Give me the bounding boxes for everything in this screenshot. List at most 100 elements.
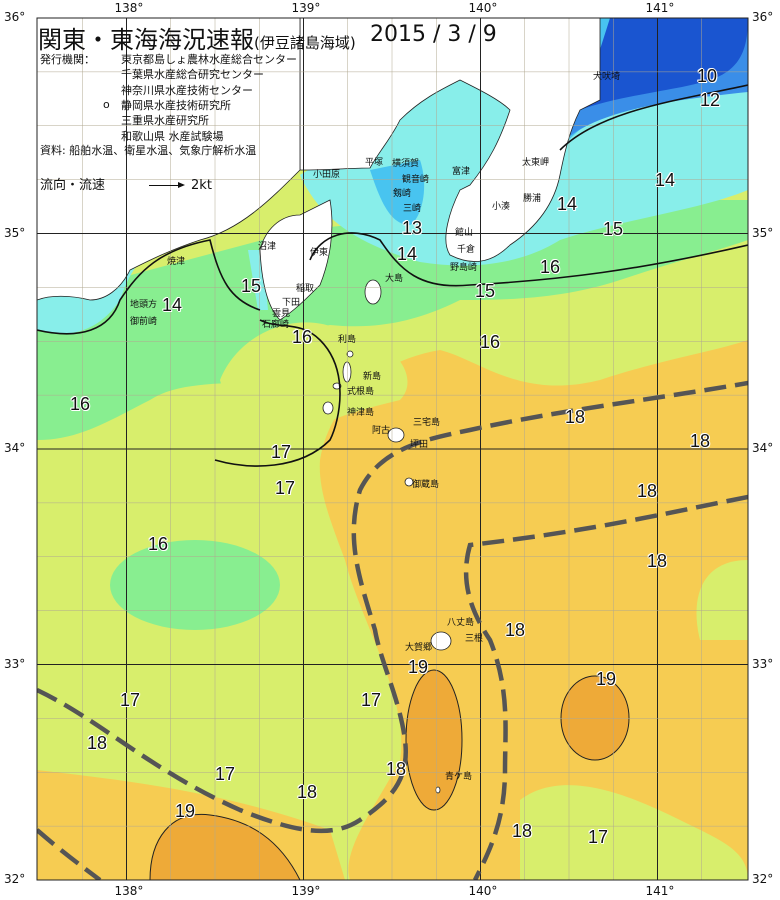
zone-19-southwest — [149, 813, 301, 880]
isotherm-label: 15 — [475, 281, 496, 301]
isotherm-label: 18 — [512, 821, 533, 841]
isotherm-label: 16 — [148, 534, 169, 554]
place-name: 坪田 — [410, 440, 429, 450]
place-name: 三崎 — [403, 204, 422, 214]
place-name: 大賀郷 — [405, 643, 433, 653]
land-shizuoka — [37, 18, 301, 301]
place-name: 剱崎 — [393, 189, 412, 199]
place-name: 勝浦 — [523, 194, 542, 204]
issuer: 神奈川県水産技術センター — [121, 83, 253, 97]
latitude-tick-right: 33° — [752, 656, 774, 671]
place-name: 石廊崎 — [262, 320, 290, 330]
isotherm-label: 17 — [588, 827, 609, 847]
island-aogashima — [435, 786, 441, 794]
issuer: 東京都島しょ農林水産総合センター — [121, 53, 297, 66]
data-sources: 資料: 船舶水温、衛星水温、気象庁解析水温 — [40, 144, 257, 157]
place-name: 御蔵島 — [412, 480, 440, 490]
place-name: 阿古 — [372, 426, 391, 436]
island-hachijojima — [430, 631, 452, 651]
isotherm-label: 13 — [402, 218, 423, 238]
isotherm-label: 15 — [241, 276, 262, 296]
issuer-marker: o — [103, 98, 110, 111]
isotherm-label: 10 — [697, 66, 718, 86]
isotherm-label: 18 — [87, 733, 108, 753]
isotherm-label: 19 — [408, 657, 429, 677]
place-name: 三根 — [465, 634, 484, 644]
place-name: 青ケ島 — [445, 772, 473, 782]
place-name: 観音崎 — [402, 175, 430, 185]
longitude-tick: 139° — [291, 1, 321, 15]
place-name: 犬吠埼 — [593, 72, 621, 82]
isotherm-label: 14 — [655, 170, 676, 190]
longitude-tick-bottom: 138° — [114, 884, 144, 898]
zone-17-tongue — [220, 322, 408, 442]
kuroshio-southwest — [37, 828, 102, 880]
zone-16-central — [110, 540, 280, 630]
latitude-tick-right: 36° — [752, 10, 774, 24]
zone-10 — [580, 18, 748, 110]
isotherm-label: 18 — [647, 551, 668, 571]
latitude-tick: 34° — [4, 441, 26, 455]
isotherm-label: 14 — [397, 244, 418, 264]
place-name: 新島 — [363, 372, 382, 382]
place-name: 伊東 — [310, 248, 329, 258]
isotherm-label: 15 — [603, 219, 624, 239]
place-name: 下田 — [282, 298, 301, 308]
isotherm-label: 16 — [480, 332, 501, 352]
isotherm-label: 14 — [162, 295, 183, 315]
place-name: 大島 — [385, 274, 404, 284]
isotherm-label: 18 — [297, 782, 318, 802]
place-name: 太東岬 — [522, 158, 550, 168]
place-name: 野島崎 — [450, 263, 478, 273]
isotherm-label: 18 — [565, 407, 586, 427]
isotherm-label: 19 — [596, 669, 617, 689]
island-niijima — [342, 361, 352, 383]
issuers-label: 発行機関： — [40, 53, 95, 66]
latitude-tick: 33° — [4, 656, 26, 671]
isotherm-label: 17 — [361, 690, 382, 710]
isotherm-label: 19 — [175, 801, 196, 821]
isotherms — [37, 84, 748, 467]
place-name: 八丈島 — [447, 618, 475, 628]
report-date: 2015 / 3 / 9 — [370, 22, 497, 47]
kuroshio-main — [37, 380, 748, 834]
latitude-tick: 32° — [4, 872, 26, 886]
grid — [37, 18, 748, 880]
place-name: 御前崎 — [130, 317, 158, 327]
map-frame — [36, 17, 749, 881]
place-name: 沼津 — [258, 242, 277, 252]
zone-19-hachijo — [405, 669, 463, 811]
kuroshio-east — [463, 494, 748, 880]
isotherm-label: 18 — [637, 481, 658, 501]
longitude-tick: 140° — [468, 1, 498, 15]
longitude-tick-bottom: 141° — [645, 884, 675, 898]
longitude-tick-bottom: 140° — [468, 884, 498, 898]
place-name: 利島 — [338, 335, 357, 345]
isotherm-label: 17 — [275, 478, 296, 498]
island-mikurajima — [404, 477, 414, 487]
issuer: 三重県水産研究所 — [121, 114, 209, 128]
latitude-tick-right: 34° — [752, 441, 774, 455]
isotherm-label: 17 — [215, 764, 236, 784]
land-izu-peninsula — [259, 199, 333, 321]
island-toshima — [346, 350, 354, 358]
isotherm-label: 16 — [70, 394, 91, 414]
island-miyakejima — [387, 427, 405, 443]
current-legend: 流向・流速 2kt — [40, 178, 212, 193]
place-name: 館山 — [455, 228, 474, 238]
island-oshima — [364, 279, 382, 305]
place-name: 横須賀 — [392, 159, 420, 169]
isotherm-label: 16 — [540, 257, 561, 277]
island-kozushima — [322, 401, 334, 415]
longitude-tick: 138° — [114, 1, 144, 15]
place-name: 平塚 — [365, 158, 384, 168]
zone-13 — [370, 160, 425, 225]
zone-17-east-patch — [696, 560, 748, 640]
isotherm-label: 17 — [120, 690, 141, 710]
place-name: 千倉 — [457, 245, 476, 255]
longitude-tick-bottom: 139° — [291, 884, 321, 898]
isotherm-label: 18 — [505, 620, 526, 640]
place-name: 焼津 — [167, 257, 186, 267]
issuer: 静岡県水産技術研究所 — [121, 98, 231, 112]
